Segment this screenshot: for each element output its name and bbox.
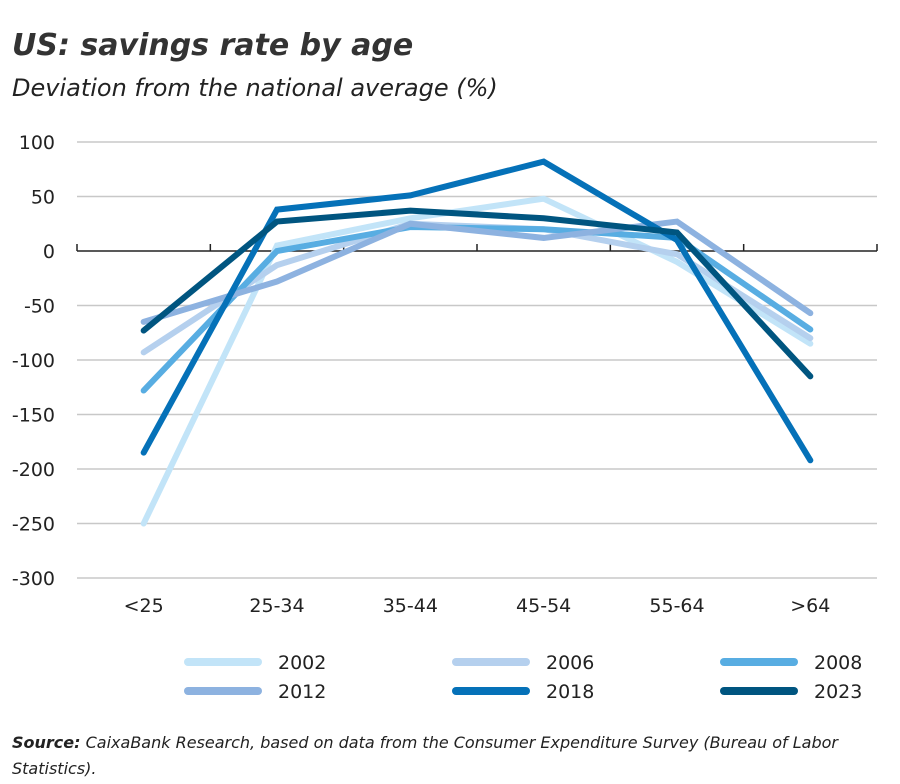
x-tick-label: 55-64 bbox=[649, 595, 704, 617]
legend-label: 2012 bbox=[278, 681, 326, 703]
y-tick-label: -100 bbox=[12, 350, 55, 372]
source-label: Source: bbox=[12, 733, 81, 752]
legend-label: 2002 bbox=[278, 652, 326, 674]
source-text: CaixaBank Research, based on data from t… bbox=[12, 733, 838, 778]
x-tick-label: >64 bbox=[790, 595, 830, 617]
y-tick-label: 50 bbox=[31, 187, 55, 209]
legend-label: 2006 bbox=[546, 652, 594, 674]
y-tick-label: -300 bbox=[12, 568, 55, 590]
legend-label: 2023 bbox=[814, 681, 862, 703]
series-line-2018 bbox=[140, 158, 814, 464]
x-tick-label: 35-44 bbox=[383, 595, 438, 617]
x-tick-label: 45-54 bbox=[516, 595, 571, 617]
legend-label: 2008 bbox=[814, 652, 862, 674]
series-line-2012 bbox=[140, 218, 814, 325]
y-tick-label: -150 bbox=[12, 405, 55, 427]
series-line-2023 bbox=[140, 207, 814, 380]
y-tick-label: -250 bbox=[12, 514, 55, 536]
x-tick-label: <25 bbox=[124, 595, 164, 617]
legend-label: 2018 bbox=[546, 681, 594, 703]
y-tick-label: 100 bbox=[19, 132, 55, 154]
y-tick-label: 0 bbox=[43, 241, 55, 263]
chart-subtitle: Deviation from the national average (%) bbox=[12, 74, 498, 102]
chart-title: US: savings rate by age bbox=[12, 28, 414, 63]
y-tick-label: -50 bbox=[24, 296, 55, 318]
source-note: Source: CaixaBank Research, based on dat… bbox=[12, 730, 892, 782]
x-tick-label: 25-34 bbox=[249, 595, 304, 617]
y-tick-label: -200 bbox=[12, 459, 55, 481]
